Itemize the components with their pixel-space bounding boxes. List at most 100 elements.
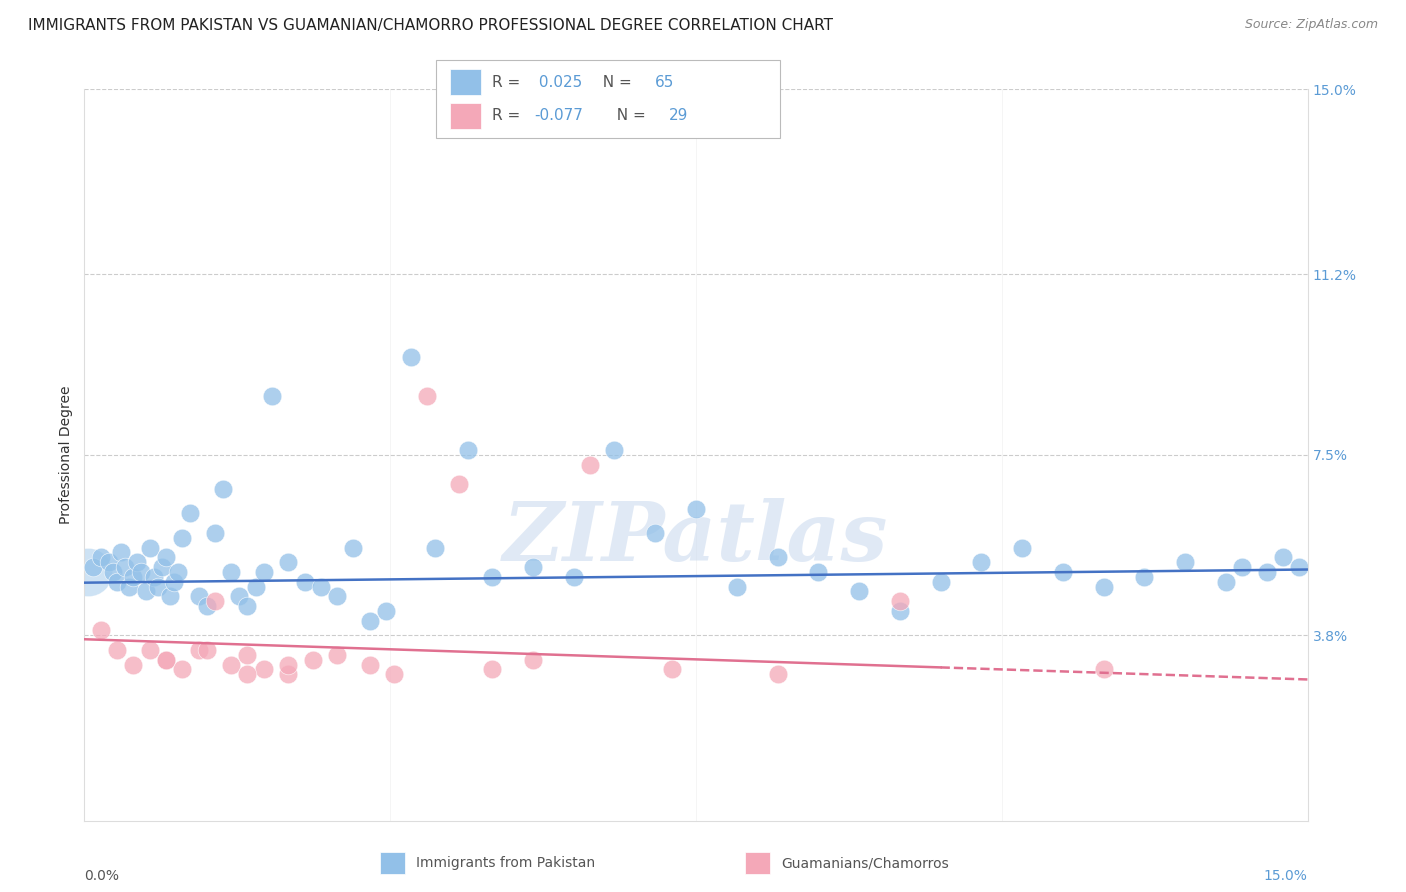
Point <box>423 541 446 555</box>
Text: Source: ZipAtlas.com: Source: ZipAtlas.com <box>1244 18 1378 31</box>
Point <box>326 590 349 604</box>
Point <box>375 604 398 618</box>
Point <box>889 604 911 618</box>
Point <box>1052 565 1074 579</box>
Point <box>105 643 128 657</box>
Text: ZIPatlas: ZIPatlas <box>503 498 889 578</box>
Point <box>159 590 181 604</box>
Point <box>195 643 218 657</box>
Point <box>114 560 136 574</box>
Point <box>105 574 128 589</box>
Point <box>118 580 141 594</box>
Text: 65: 65 <box>655 75 675 89</box>
Point <box>204 594 226 608</box>
Point <box>187 643 209 657</box>
Text: 29: 29 <box>669 109 689 123</box>
Point <box>644 525 666 540</box>
Text: N =: N = <box>593 75 637 89</box>
Text: 15.0%: 15.0% <box>1264 870 1308 883</box>
Point <box>172 531 194 545</box>
Point <box>150 560 173 574</box>
Point <box>155 550 177 565</box>
Point <box>685 501 707 516</box>
Point <box>172 663 194 677</box>
Text: R =: R = <box>492 75 526 89</box>
Y-axis label: Professional Degree: Professional Degree <box>59 385 73 524</box>
Point <box>219 565 242 579</box>
Point <box>359 657 381 672</box>
Point <box>309 580 332 594</box>
Point <box>766 667 789 681</box>
Point <box>399 351 422 365</box>
Point <box>889 594 911 608</box>
Point <box>481 570 503 584</box>
Point <box>301 653 323 667</box>
Point <box>138 541 160 555</box>
Point <box>110 545 132 559</box>
Point <box>277 555 299 569</box>
Point <box>342 541 364 555</box>
Point <box>294 574 316 589</box>
Point <box>326 648 349 662</box>
Point <box>848 584 870 599</box>
Point <box>522 653 544 667</box>
Point <box>457 443 479 458</box>
Text: 0.025: 0.025 <box>534 75 582 89</box>
Point <box>212 482 235 496</box>
Point <box>359 614 381 628</box>
Point <box>1288 560 1310 574</box>
Point <box>807 565 830 579</box>
Point <box>236 667 259 681</box>
Point <box>101 565 124 579</box>
Point <box>245 580 267 594</box>
Point <box>382 667 405 681</box>
Point <box>562 570 585 584</box>
Point <box>142 570 165 584</box>
Point <box>219 657 242 672</box>
Text: N =: N = <box>607 109 651 123</box>
Point <box>236 599 259 613</box>
Point <box>122 657 145 672</box>
Point <box>277 667 299 681</box>
Point <box>1133 570 1156 584</box>
Point <box>481 663 503 677</box>
Text: 0.0%: 0.0% <box>84 870 120 883</box>
Point <box>661 663 683 677</box>
Point <box>155 653 177 667</box>
Point <box>82 560 104 574</box>
Point <box>1174 555 1197 569</box>
Point <box>135 584 157 599</box>
Point <box>77 565 100 579</box>
Point <box>195 599 218 613</box>
Point <box>1272 550 1295 565</box>
Point <box>131 565 153 579</box>
Point <box>1232 560 1254 574</box>
Point <box>277 657 299 672</box>
Point <box>138 643 160 657</box>
Point <box>929 574 952 589</box>
Point <box>260 389 283 403</box>
Text: IMMIGRANTS FROM PAKISTAN VS GUAMANIAN/CHAMORRO PROFESSIONAL DEGREE CORRELATION C: IMMIGRANTS FROM PAKISTAN VS GUAMANIAN/CH… <box>28 18 834 33</box>
Point <box>146 580 169 594</box>
Point <box>167 565 190 579</box>
Text: -0.077: -0.077 <box>534 109 583 123</box>
Point <box>522 560 544 574</box>
Point <box>253 663 276 677</box>
Point <box>416 389 439 403</box>
Point <box>187 590 209 604</box>
Point <box>90 624 112 638</box>
Point <box>179 507 201 521</box>
Point <box>970 555 993 569</box>
Point <box>1092 580 1115 594</box>
Point <box>725 580 748 594</box>
Text: Immigrants from Pakistan: Immigrants from Pakistan <box>416 856 595 870</box>
Point <box>97 555 120 569</box>
Text: Guamanians/Chamorros: Guamanians/Chamorros <box>782 856 949 870</box>
Point <box>127 555 149 569</box>
Point <box>155 653 177 667</box>
Point <box>122 570 145 584</box>
Point <box>163 574 186 589</box>
Point <box>236 648 259 662</box>
Point <box>228 590 250 604</box>
Point <box>579 458 602 472</box>
